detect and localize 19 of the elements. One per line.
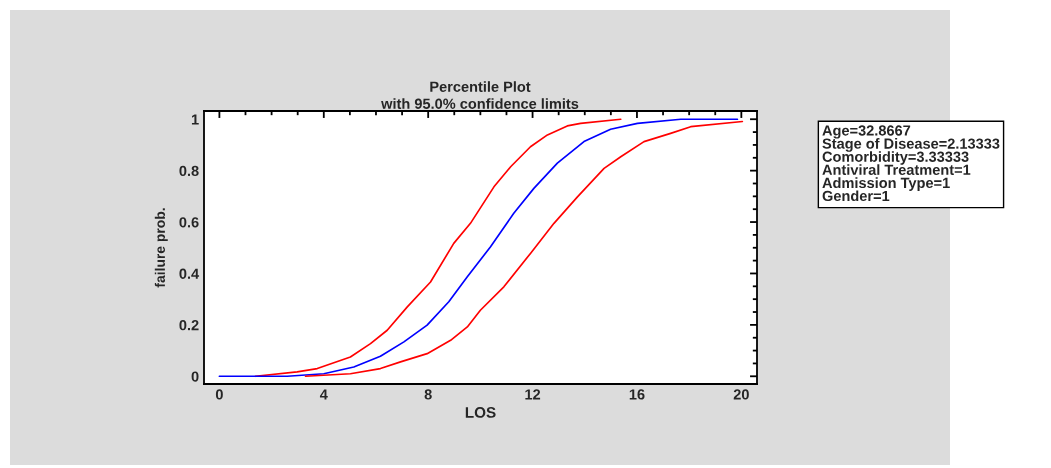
y-tick-label: 1 [191,114,199,125]
y-axis-title: failure prob. [154,208,168,288]
x-tick-label: 12 [525,389,541,400]
y-tick-label: 0.8 [179,165,199,177]
chart-title: Percentile Plot [430,81,531,92]
x-tick-label: 8 [424,389,432,400]
x-tick-label: 4 [319,389,328,400]
x-axis-title: LOS [465,407,496,418]
line-series [304,120,744,378]
x-tick-label: 16 [629,389,645,400]
x-tick-label: 0 [215,389,223,400]
x-tick-label: 20 [733,389,749,400]
line-series [218,118,739,378]
chart-subtitle: with 95.0% confidence limits [381,98,579,109]
y-tick-label: 0.4 [179,268,200,279]
text: Age=32.8667 Stage of Disease=2.13333 Comorbidity=3.33333 Antiviral Treatment=1 Admission Type=1 Gender=1 [822,125,1000,202]
y-tick-label: 0.6 [179,217,199,228]
y-tick-label: 0 [191,371,199,382]
y-tick-label: 0.2 [179,319,199,331]
